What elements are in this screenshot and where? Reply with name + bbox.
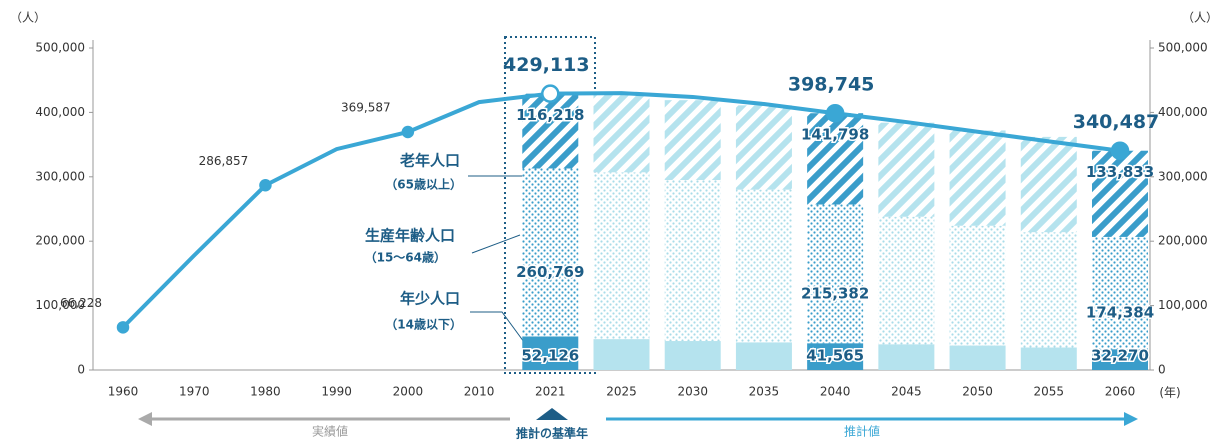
y2-tick-label: 400,000 [1158, 105, 1208, 119]
bar-segment [664, 180, 721, 342]
line-value-label: 340,487 [1073, 111, 1160, 133]
line-marker [1110, 141, 1130, 160]
legend-young-range: （14歳以下） [385, 317, 462, 332]
bar-segment [878, 216, 935, 345]
y2-tick-label: 0 [1158, 363, 1166, 377]
line-marker [401, 125, 415, 139]
bar-segment [949, 130, 1006, 226]
y-unit: （人） [10, 11, 46, 25]
x-tick-label: 2000 [393, 385, 424, 399]
bar-value-label: 32,270 [1091, 347, 1149, 365]
line-value-label: 369,587 [341, 100, 391, 114]
bar-segment [1092, 349, 1148, 370]
estimate-arrow-head [1124, 412, 1138, 426]
x-tick-label: 1990 [321, 385, 352, 399]
bar-segment [949, 345, 1006, 370]
x-tick-label: 2040 [820, 385, 851, 399]
legend-old-range: （65歳以上） [385, 177, 462, 192]
line-value-label: 286,857 [199, 154, 249, 168]
y2-unit: （人） [1182, 11, 1218, 25]
leader-line [470, 311, 525, 343]
y-tick-label: 0 [77, 363, 85, 377]
y2-tick-label: 500,000 [1158, 41, 1208, 55]
x-tick-label: 1970 [179, 385, 210, 399]
bar-value-label: 141,798 [801, 126, 869, 144]
actual-label: 実績値 [312, 424, 348, 439]
x-tick-label: 2030 [677, 385, 708, 399]
bar-value-label: 41,565 [806, 347, 864, 365]
bar-value-label: 174,384 [1086, 304, 1154, 322]
bar-value-label: 116,218 [516, 106, 584, 124]
line-value-label: 66,228 [60, 296, 102, 310]
bar-segment [1092, 236, 1148, 350]
x-tick-label: 1980 [250, 385, 281, 399]
x-tick-label: 2050 [962, 385, 993, 399]
y2-tick-label: 200,000 [1158, 234, 1208, 248]
y-tick-label: 300,000 [35, 169, 85, 183]
line-marker [116, 321, 130, 334]
bar-segment [735, 105, 792, 190]
bar-segment [807, 343, 864, 370]
bar-segment [522, 93, 579, 169]
line [121, 91, 1121, 329]
bar-segment [522, 336, 579, 370]
bar-segment [949, 225, 1006, 346]
bar-value-label: 215,382 [801, 284, 869, 302]
legend-working: 生産年齢人口 [365, 227, 455, 245]
x-tick-label: 2025 [606, 385, 637, 399]
legend-young: 年少人口 [400, 290, 460, 308]
bar-segment [1092, 150, 1148, 237]
bar-segment [735, 342, 792, 370]
bar-segment [878, 344, 935, 370]
bar-segment [807, 204, 864, 344]
bar-value-label: 52,126 [521, 347, 579, 365]
x-tick-label: 2035 [749, 385, 780, 399]
line-marker [825, 103, 845, 123]
legend-old: 老年人口 [399, 152, 460, 170]
y-tick-label: 100,000 [35, 298, 85, 312]
bar-segment [664, 100, 721, 181]
bar-segment [664, 341, 721, 370]
y2-tick-label: 100,000 [1158, 298, 1208, 312]
x-unit: (年) [1159, 386, 1180, 400]
x-tick-label: 2021 [535, 385, 566, 399]
line-value-label: 398,745 [788, 74, 875, 96]
bar-segment [593, 339, 650, 370]
bar-segment [735, 189, 792, 343]
x-tick-label: 2055 [1034, 385, 1065, 399]
x-tick-label: 2060 [1105, 385, 1136, 399]
bar-segment [807, 113, 864, 205]
y-tick-label: 200,000 [35, 234, 85, 248]
y-tick-label: 500,000 [35, 41, 85, 55]
bar-segment [1020, 136, 1077, 233]
line-value-label: 429,113 [503, 54, 590, 76]
estimate-label: 推計値 [844, 424, 880, 439]
line-marker [541, 84, 560, 103]
x-tick-label: 1960 [108, 385, 139, 399]
y2-tick-label: 300,000 [1158, 169, 1208, 183]
base-year-label: 推計の基準年 [516, 426, 588, 441]
line-marker [259, 179, 272, 192]
base-year-box [504, 36, 596, 374]
bar-segment [593, 95, 650, 173]
bar-value-label: 260,769 [516, 263, 584, 281]
actual-arrow-head [138, 412, 152, 426]
bar-segment [522, 168, 579, 337]
x-tick-label: 2010 [464, 385, 495, 399]
bar-segment [1020, 232, 1077, 348]
bar-value-label: 133,833 [1086, 163, 1154, 181]
bar-segment [878, 122, 935, 217]
bar-segment [1020, 347, 1077, 370]
x-tick-label: 2045 [891, 385, 922, 399]
bar-segment [593, 172, 650, 340]
leader-line [471, 234, 521, 254]
legend-working-range: （15～64歳） [365, 250, 446, 265]
base-year-marker [536, 408, 568, 420]
y-tick-label: 400,000 [35, 105, 85, 119]
